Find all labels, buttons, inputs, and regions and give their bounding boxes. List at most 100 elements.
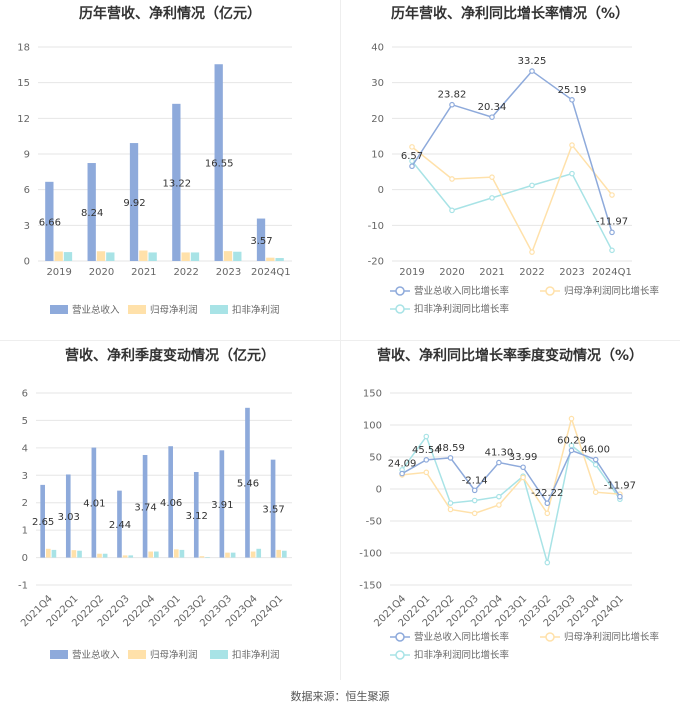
data-point bbox=[592, 461, 599, 468]
data-point bbox=[569, 142, 575, 148]
data-source-note: 数据来源：恒生聚源 bbox=[290, 690, 390, 703]
legend-marker bbox=[545, 632, 555, 642]
horizontal-divider bbox=[0, 340, 680, 341]
data-point bbox=[449, 101, 455, 108]
legend-marker bbox=[395, 632, 405, 642]
bar-net-profit bbox=[97, 553, 102, 558]
data-label: 2.65 bbox=[32, 517, 54, 528]
y-tick-label: -100 bbox=[359, 549, 382, 560]
data-point bbox=[617, 493, 623, 500]
bar-deducted-profit bbox=[77, 550, 82, 558]
data-point bbox=[399, 470, 405, 477]
x-tick-label: 2023 bbox=[216, 267, 241, 278]
bar-deducted-profit bbox=[230, 552, 236, 558]
bar-deducted-profit bbox=[282, 550, 287, 558]
series-line-deducted-profit bbox=[411, 160, 613, 251]
data-label: 6.57 bbox=[401, 151, 423, 162]
legend-swatch bbox=[50, 305, 68, 314]
legend-label: 扣非净利润同比增长率 bbox=[414, 303, 510, 315]
data-point bbox=[520, 464, 526, 471]
bar-revenue bbox=[40, 484, 45, 558]
data-label: 6.66 bbox=[39, 217, 61, 228]
y-tick-label: 30 bbox=[371, 78, 384, 89]
data-point bbox=[409, 158, 415, 164]
bar-revenue bbox=[129, 143, 139, 261]
quarterly-revenue-profit-chart: 营收、净利季度变动情况（亿元） -101234562021Q42022Q1202… bbox=[18, 347, 292, 661]
bar-deducted-profit bbox=[256, 548, 262, 558]
annual-revenue-profit-chart: 历年营收、净利情况（亿元） 0 3 6 9 12 15 18 2019 2020 2021 2022… bbox=[17, 5, 292, 316]
bar-revenue bbox=[245, 407, 250, 558]
y-tick-label: -20 bbox=[368, 257, 384, 268]
data-label: 20.34 bbox=[478, 102, 507, 113]
y-tick-label: 18 bbox=[17, 43, 30, 54]
bar-deducted-profit bbox=[106, 252, 115, 261]
legend-label: 营业总收入同比增长率 bbox=[414, 631, 510, 643]
y-tick-label: 12 bbox=[17, 114, 30, 125]
bar-revenue bbox=[172, 103, 181, 261]
x-tick-label: 2019 bbox=[399, 267, 424, 278]
x-tick-label: 2021 bbox=[131, 267, 156, 278]
x-tick-label: 2023 bbox=[559, 267, 584, 278]
data-label: 24.09 bbox=[388, 459, 417, 470]
quarterly-growth-chart: 营收、净利同比增长率季度变动情况（%） -150 -100 -50 0 50 100 150… bbox=[359, 347, 660, 661]
legend-label: 归母净利润同比增长率 bbox=[564, 285, 660, 297]
data-point bbox=[447, 455, 454, 461]
data-label: 3.12 bbox=[186, 511, 208, 522]
legend-label: 营业总收入 bbox=[72, 649, 120, 661]
data-point bbox=[569, 170, 575, 177]
bar-net-profit bbox=[148, 551, 154, 558]
bar-net-profit bbox=[225, 552, 230, 558]
y-tick-label: 150 bbox=[363, 389, 382, 400]
data-label: 33.25 bbox=[518, 56, 547, 67]
data-point bbox=[529, 68, 535, 74]
legend-label: 营业总收入 bbox=[72, 304, 120, 316]
data-label: 4.01 bbox=[83, 499, 105, 510]
bar-revenue bbox=[87, 163, 96, 261]
data-point bbox=[496, 459, 502, 466]
legend-swatch bbox=[50, 650, 68, 659]
data-point bbox=[409, 163, 415, 170]
data-label: 41.30 bbox=[485, 448, 514, 459]
legend-label: 营业总收入同比增长率 bbox=[414, 285, 510, 297]
data-label: 2.44 bbox=[109, 520, 131, 531]
data-label: 16.55 bbox=[205, 159, 234, 170]
data-point bbox=[447, 506, 454, 513]
y-tick-label: 4 bbox=[22, 443, 28, 454]
data-point bbox=[544, 500, 551, 507]
bar-deducted-profit bbox=[148, 252, 157, 261]
data-label: 46.00 bbox=[581, 445, 610, 456]
bar-deducted-profit bbox=[179, 549, 185, 558]
bar-revenue bbox=[270, 459, 276, 558]
legend-label: 扣非净利润 bbox=[232, 649, 280, 661]
bar-net-profit bbox=[122, 555, 128, 558]
data-label: 60.29 bbox=[557, 435, 586, 446]
data-label: 3.03 bbox=[58, 512, 80, 523]
data-label: 3.91 bbox=[211, 500, 233, 511]
x-tick-label: 2021 bbox=[479, 267, 504, 278]
data-point bbox=[471, 510, 478, 517]
x-tick-label: 2020 bbox=[439, 267, 464, 278]
data-label: 3.74 bbox=[134, 502, 156, 513]
x-tick-label: 2020 bbox=[89, 267, 114, 278]
data-label: 8.24 bbox=[81, 208, 103, 219]
legend-marker bbox=[395, 304, 405, 314]
y-tick-label: -150 bbox=[359, 581, 382, 592]
data-point bbox=[423, 457, 430, 463]
legend-marker bbox=[395, 286, 405, 296]
y-tick-label: 0 bbox=[24, 257, 30, 268]
legend-label: 归母净利润同比增长率 bbox=[564, 631, 660, 643]
data-label: 3.57 bbox=[250, 236, 272, 247]
bar-net-profit bbox=[45, 548, 51, 558]
y-tick-label: 40 bbox=[371, 43, 384, 54]
data-point bbox=[592, 489, 599, 496]
legend-swatch bbox=[128, 305, 146, 314]
bar-net-profit bbox=[96, 251, 106, 261]
y-tick-label: 0 bbox=[376, 485, 382, 496]
bar-deducted-profit bbox=[205, 557, 210, 558]
chart-title: 营收、净利同比增长率季度变动情况（%） bbox=[377, 347, 643, 364]
data-point bbox=[423, 469, 430, 476]
bar-net-profit bbox=[199, 556, 205, 558]
y-tick-label: 100 bbox=[363, 421, 382, 432]
legend-marker bbox=[545, 286, 555, 296]
data-label: 33.99 bbox=[509, 452, 538, 463]
